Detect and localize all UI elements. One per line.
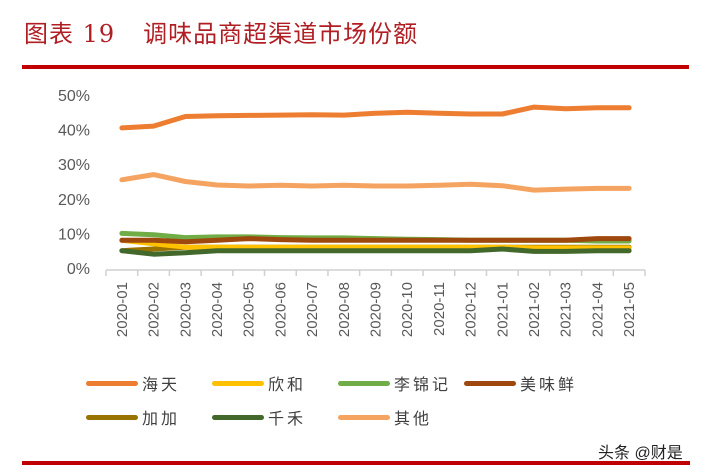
- bottom-divider: [22, 461, 690, 465]
- series-line-1: [119, 237, 632, 251]
- legend-label: 欣和: [268, 375, 307, 394]
- y-tick-label: 10%: [58, 226, 90, 243]
- x-tick-label: 2020-06: [272, 282, 289, 337]
- series-line-3: [119, 236, 632, 245]
- legend-item-xinhe: 欣和: [212, 371, 338, 395]
- legend-label: 海天: [142, 375, 181, 394]
- y-tick-label: 20%: [58, 192, 90, 209]
- series-line-0: [119, 104, 632, 131]
- legend-item-likumkee: 李锦记: [338, 371, 464, 395]
- x-tick-label: 2021-05: [621, 282, 638, 337]
- top-divider: [22, 65, 689, 69]
- figure-number: 图表 19: [24, 20, 116, 48]
- legend-swatch: [464, 380, 516, 386]
- series-line-5: [119, 246, 632, 257]
- legend-swatch: [212, 380, 264, 386]
- line-chart: 0%10%20%30%40%50% 2020-01 2020-02 2020-03 2…: [58, 88, 646, 337]
- legend-label: 加加: [142, 409, 181, 428]
- series-lines: [119, 104, 632, 257]
- x-tick-label: 2020-08: [336, 282, 353, 337]
- series-line-6: [119, 172, 632, 193]
- legend-label: 千禾: [268, 409, 307, 428]
- y-tick-label: 40%: [58, 123, 90, 140]
- y-axis: 0% 10% 20% 30% 40% 50%: [58, 88, 90, 278]
- x-tick-label: 2020-01: [114, 282, 131, 337]
- legend: 海天 欣和 李锦记 美味鲜 加加 千禾 其他: [86, 366, 646, 434]
- legend-label: 美味鲜: [520, 375, 578, 394]
- x-tick-label: 2020-09: [368, 282, 385, 337]
- legend-row-1: 海天 欣和 李锦记 美味鲜: [86, 366, 646, 400]
- x-tick-label: 2020-07: [304, 282, 321, 337]
- x-tick-label: 2020-03: [177, 282, 194, 337]
- legend-swatch: [86, 380, 138, 386]
- legend-item-other: 其他: [338, 405, 464, 429]
- x-tick-label: 2021-02: [526, 282, 543, 337]
- figure-title-text: 调味品商超渠道市场份额: [143, 20, 419, 48]
- y-tick-label: 30%: [58, 157, 90, 174]
- y-tick-label: 50%: [58, 88, 90, 105]
- x-tick-label: 2020-05: [241, 282, 258, 337]
- x-tick-label: 2020-02: [146, 282, 163, 337]
- watermark: 头条 @财是: [598, 445, 683, 462]
- x-tick-label: 2020-11: [431, 282, 448, 336]
- x-tick-label: 2020-04: [209, 282, 226, 337]
- x-tick-label: 2020-12: [463, 282, 480, 337]
- x-tick-label: 2021-04: [589, 282, 606, 337]
- legend-swatch: [86, 414, 138, 420]
- legend-swatch: [338, 414, 390, 420]
- legend-row-2: 加加 千禾 其他: [86, 400, 646, 434]
- legend-item-jiajia: 加加: [86, 405, 212, 429]
- figure-title: 图表 19 调味品商超渠道市场份额: [24, 14, 418, 49]
- x-tick-label: 2021-03: [558, 282, 575, 337]
- y-tick-label: 0%: [67, 261, 90, 278]
- legend-swatch: [212, 414, 264, 420]
- legend-item-qianhe: 千禾: [212, 405, 338, 429]
- legend-swatch: [338, 380, 390, 386]
- legend-label: 李锦记: [394, 375, 452, 394]
- legend-item-haitian: 海天: [86, 371, 212, 395]
- x-tick-label: 2020-10: [399, 282, 416, 337]
- x-tick-label: 2021-01: [494, 282, 511, 337]
- legend-label: 其他: [394, 409, 433, 428]
- legend-item-meiweixian: 美味鲜: [464, 371, 594, 395]
- x-axis: 2020-01 2020-02 2020-03 2020-04 2020-05 2020-…: [105, 269, 646, 337]
